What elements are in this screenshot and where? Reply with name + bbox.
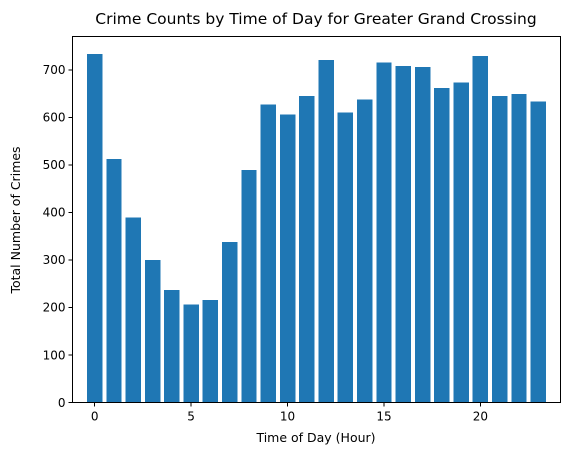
bars-group [86, 54, 547, 403]
y-tick-label: 100 [43, 348, 66, 362]
bar-hour-14 [357, 99, 373, 403]
bar-hour-22 [511, 94, 527, 403]
bar-hour-11 [299, 95, 315, 403]
plot-frame [72, 36, 561, 403]
bar-hour-7 [221, 241, 238, 403]
y-tick-label: 0 [58, 396, 66, 410]
x-tick-label: 20 [473, 410, 488, 424]
bar-hour-4 [164, 289, 180, 403]
bar-hour-9 [260, 104, 276, 403]
bar-hour-19 [453, 82, 469, 403]
bar-hour-23 [530, 101, 547, 403]
x-tick-label: 5 [187, 410, 195, 424]
bar-hour-21 [492, 95, 508, 403]
bar-hour-0 [86, 54, 103, 403]
x-tick-label: 15 [376, 410, 391, 424]
y-tick-label: 400 [43, 206, 66, 220]
bar-hour-20 [472, 55, 489, 403]
y-axis-ticks: 0 100 200 300 400 500 600 700 [43, 63, 73, 410]
bar-hour-10 [279, 114, 296, 403]
bar-hour-1 [106, 159, 122, 403]
y-tick-label: 300 [43, 253, 66, 267]
bar-hour-16 [395, 65, 412, 403]
bar-hour-8 [241, 170, 257, 403]
bar-hour-17 [414, 66, 431, 403]
y-axis-label: Total Number of Crimes [8, 146, 23, 294]
chart-title: Crime Counts by Time of Day for Greater … [95, 10, 536, 28]
bar-hour-2 [125, 217, 141, 403]
bar-hour-3 [144, 259, 161, 403]
bar-hour-6 [202, 299, 219, 403]
y-tick-label: 600 [43, 111, 66, 125]
x-axis-ticks: 0 5 10 15 20 [91, 402, 488, 424]
bar-hour-12 [318, 59, 334, 403]
y-tick-label: 700 [43, 63, 66, 77]
bar-hour-5 [183, 304, 199, 403]
x-tick-label: 10 [280, 410, 295, 424]
y-tick-label: 200 [43, 301, 66, 315]
bar-hour-15 [376, 62, 392, 403]
bar-hour-18 [434, 87, 450, 403]
y-tick-label: 500 [43, 158, 66, 172]
bar-hour-13 [337, 112, 354, 403]
x-axis-label: Time of Day (Hour) [255, 430, 375, 445]
x-tick-label: 0 [91, 410, 99, 424]
